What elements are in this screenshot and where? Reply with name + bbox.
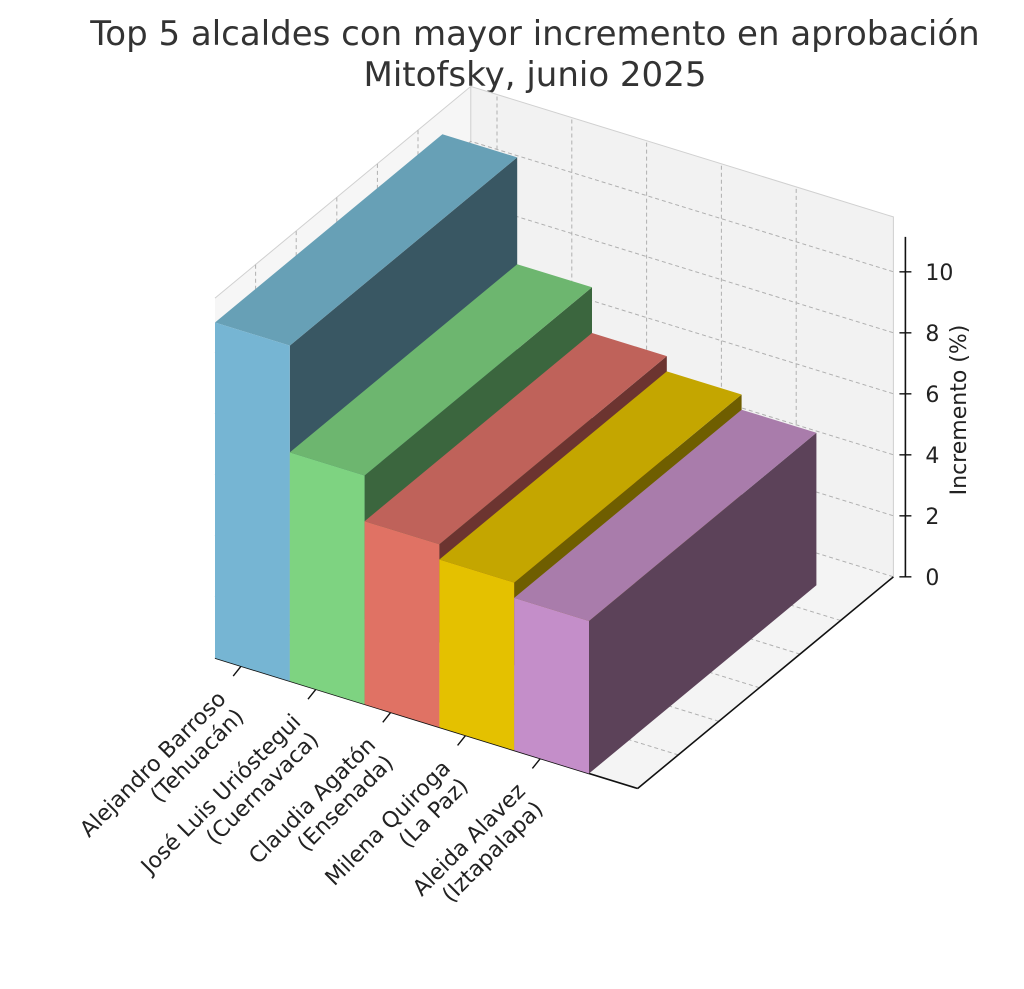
x-axis-line xyxy=(214,657,638,790)
bar-top-face xyxy=(439,371,742,583)
y-tick-label: 4 xyxy=(925,444,939,469)
bar-top-face xyxy=(215,134,518,346)
axes xyxy=(214,236,907,790)
chart-subtitle: Mitofsky, junio 2025 xyxy=(364,55,707,95)
y-tick-label: 0 xyxy=(925,566,939,591)
bar-front-face xyxy=(215,322,290,682)
x-tick xyxy=(457,734,467,746)
bar-5 xyxy=(514,409,817,774)
y-axis-label: Incremento (%) xyxy=(947,325,972,496)
y-tick-label: 2 xyxy=(925,505,939,530)
y-tick-label: 8 xyxy=(925,322,939,347)
bar-front-face xyxy=(364,521,440,728)
x-tick xyxy=(307,688,317,700)
x-tick xyxy=(382,711,392,723)
y-axis-ticks: 0 2 4 6 8 10 xyxy=(899,261,953,591)
bar-top-face xyxy=(289,264,592,476)
chart-title: Top 5 alcaldes con mayor incremento en a… xyxy=(89,14,979,54)
x-tick xyxy=(232,665,242,677)
bar-front-face xyxy=(514,597,589,774)
bar-top-face xyxy=(364,333,667,545)
bars xyxy=(215,134,817,774)
bar-front-face xyxy=(439,559,515,751)
x-tick xyxy=(531,758,541,769)
y-tick-label: 10 xyxy=(925,261,953,286)
y-tick-label: 6 xyxy=(925,383,939,408)
bar-front-face xyxy=(289,452,365,705)
bar-top-face xyxy=(514,409,817,621)
pane-edge xyxy=(214,85,894,577)
depth-axis-line xyxy=(637,576,894,790)
grid-line-y xyxy=(214,140,894,354)
bar-side-face xyxy=(589,432,817,774)
